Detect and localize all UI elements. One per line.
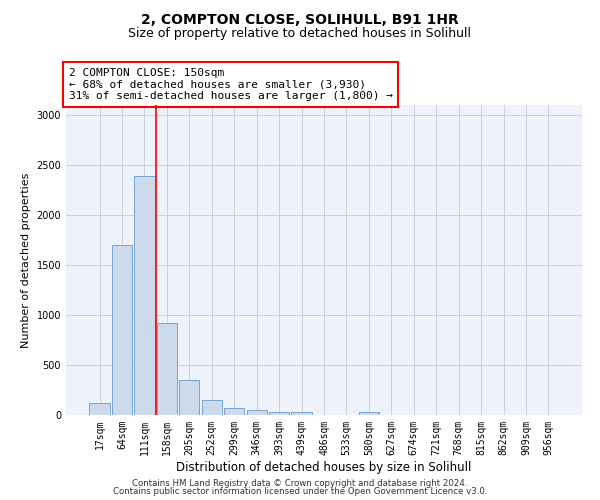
Y-axis label: Number of detached properties: Number of detached properties xyxy=(21,172,31,348)
Bar xyxy=(157,323,177,415)
Bar xyxy=(292,412,311,415)
Bar xyxy=(224,408,244,415)
Text: 2 COMPTON CLOSE: 150sqm
← 68% of detached houses are smaller (3,930)
31% of semi: 2 COMPTON CLOSE: 150sqm ← 68% of detache… xyxy=(68,68,392,101)
Bar xyxy=(89,403,110,415)
Bar xyxy=(134,176,155,415)
Bar xyxy=(247,410,267,415)
Bar xyxy=(179,380,199,415)
X-axis label: Distribution of detached houses by size in Solihull: Distribution of detached houses by size … xyxy=(176,460,472,473)
Text: 2, COMPTON CLOSE, SOLIHULL, B91 1HR: 2, COMPTON CLOSE, SOLIHULL, B91 1HR xyxy=(141,12,459,26)
Bar xyxy=(112,245,132,415)
Text: Contains public sector information licensed under the Open Government Licence v3: Contains public sector information licen… xyxy=(113,487,487,496)
Text: Contains HM Land Registry data © Crown copyright and database right 2024.: Contains HM Land Registry data © Crown c… xyxy=(132,478,468,488)
Text: Size of property relative to detached houses in Solihull: Size of property relative to detached ho… xyxy=(128,28,472,40)
Bar xyxy=(359,412,379,415)
Bar xyxy=(202,400,222,415)
Bar xyxy=(269,412,289,415)
